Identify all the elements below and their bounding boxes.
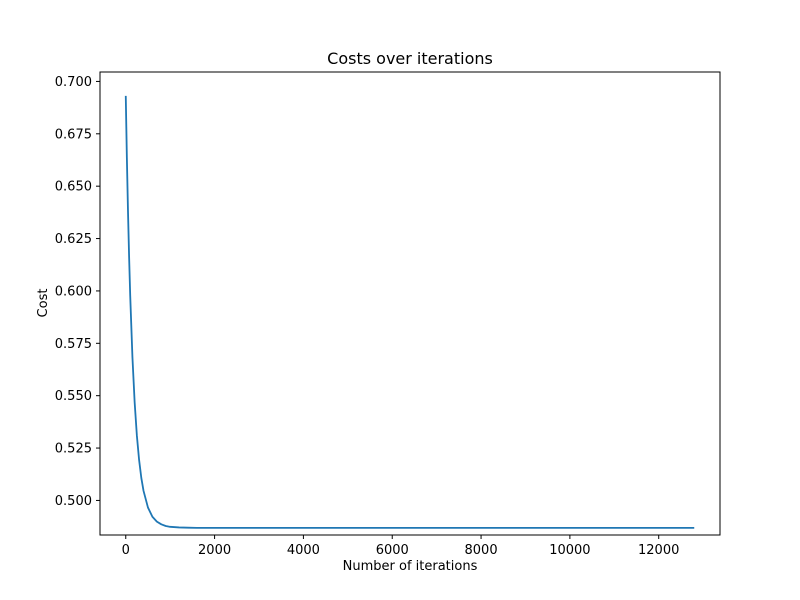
x-tick-label: 4000 bbox=[287, 543, 320, 558]
y-axis-label: Cost bbox=[36, 289, 51, 318]
x-tick-label: 0 bbox=[122, 543, 130, 558]
y-tick-label: 0.700 bbox=[55, 75, 92, 90]
series-line-0 bbox=[124, 95, 695, 529]
x-tick-label: 6000 bbox=[376, 543, 409, 558]
y-tick-label: 0.675 bbox=[55, 127, 92, 142]
y-tick-label: 0.500 bbox=[55, 494, 92, 509]
plot-area: 0 2000 4000 6000 8000 10000 12000 0.500 0.525 0.5… bbox=[55, 71, 721, 558]
x-tick-label: 12000 bbox=[638, 543, 679, 558]
y-tick-label: 0.550 bbox=[55, 389, 92, 404]
x-tick-label: 10000 bbox=[549, 543, 590, 558]
y-tick-label: 0.575 bbox=[55, 337, 92, 352]
axes-frame bbox=[99, 71, 721, 536]
x-tick-label: 2000 bbox=[198, 543, 231, 558]
y-tick-label: 0.600 bbox=[55, 284, 92, 299]
x-tick-label: 8000 bbox=[465, 543, 498, 558]
chart-title: Costs over iterations bbox=[327, 49, 493, 68]
y-tick-label: 0.625 bbox=[55, 232, 92, 247]
x-axis-label: Number of iterations bbox=[343, 559, 478, 574]
y-tick-label: 0.650 bbox=[55, 180, 92, 195]
y-tick-label: 0.525 bbox=[55, 442, 92, 457]
